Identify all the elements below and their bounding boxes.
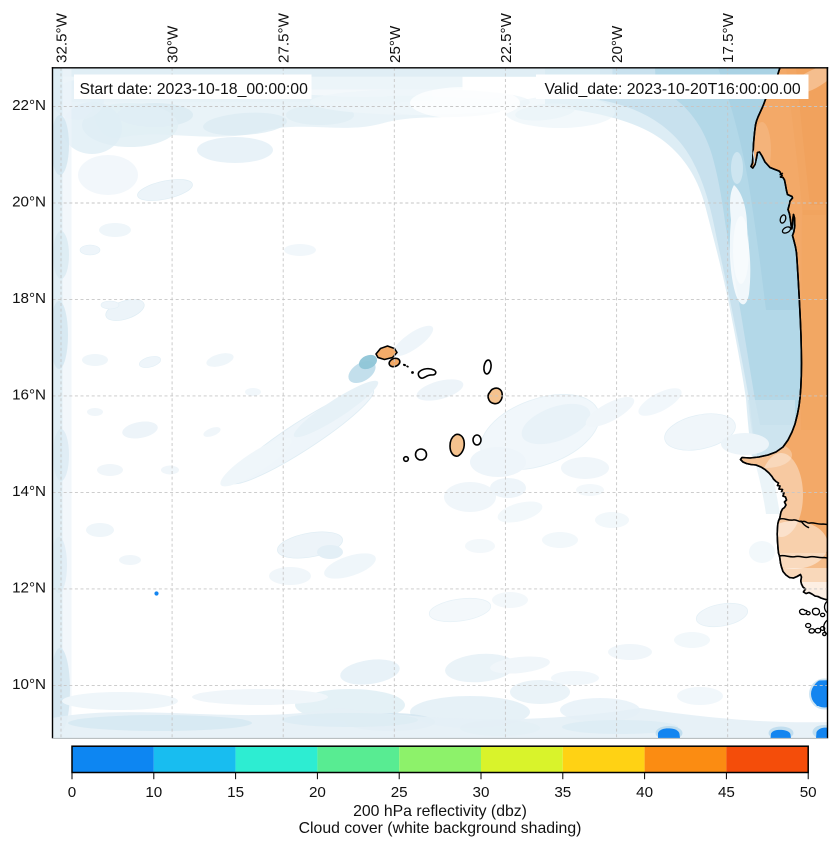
svg-text:Cloud cover (white background: Cloud cover (white background shading) [299, 820, 582, 837]
svg-text:40: 40 [636, 784, 653, 801]
svg-text:25°W: 25°W [387, 25, 404, 63]
svg-text:Valid_date: 2023-10-20T16:00:0: Valid_date: 2023-10-20T16:00:00.00 [545, 81, 801, 98]
svg-text:32.5°W: 32.5°W [54, 12, 71, 63]
svg-text:25: 25 [391, 784, 408, 801]
svg-text:20°W: 20°W [609, 25, 626, 63]
svg-text:16°N: 16°N [12, 387, 46, 404]
svg-text:20: 20 [309, 784, 326, 801]
svg-text:30°W: 30°W [165, 25, 182, 63]
svg-text:200 hPa reflectivity (dbz): 200 hPa reflectivity (dbz) [353, 803, 527, 820]
svg-text:10: 10 [145, 784, 162, 801]
svg-text:15: 15 [227, 784, 244, 801]
svg-text:14°N: 14°N [12, 483, 46, 500]
svg-text:17.5°W: 17.5°W [720, 12, 737, 63]
svg-text:Start date: 2023-10-18_00:00:0: Start date: 2023-10-18_00:00:00 [80, 81, 309, 98]
svg-text:30: 30 [473, 784, 490, 801]
svg-text:18°N: 18°N [12, 290, 46, 307]
svg-text:45: 45 [718, 784, 735, 801]
svg-text:10°N: 10°N [12, 676, 46, 693]
svg-text:22°N: 22°N [12, 97, 46, 114]
svg-text:0: 0 [68, 784, 76, 801]
svg-text:35: 35 [554, 784, 571, 801]
svg-text:12°N: 12°N [12, 580, 46, 597]
svg-text:20°N: 20°N [12, 194, 46, 211]
svg-text:22.5°W: 22.5°W [498, 12, 515, 63]
svg-text:50: 50 [800, 784, 817, 801]
svg-text:27.5°W: 27.5°W [276, 12, 293, 63]
